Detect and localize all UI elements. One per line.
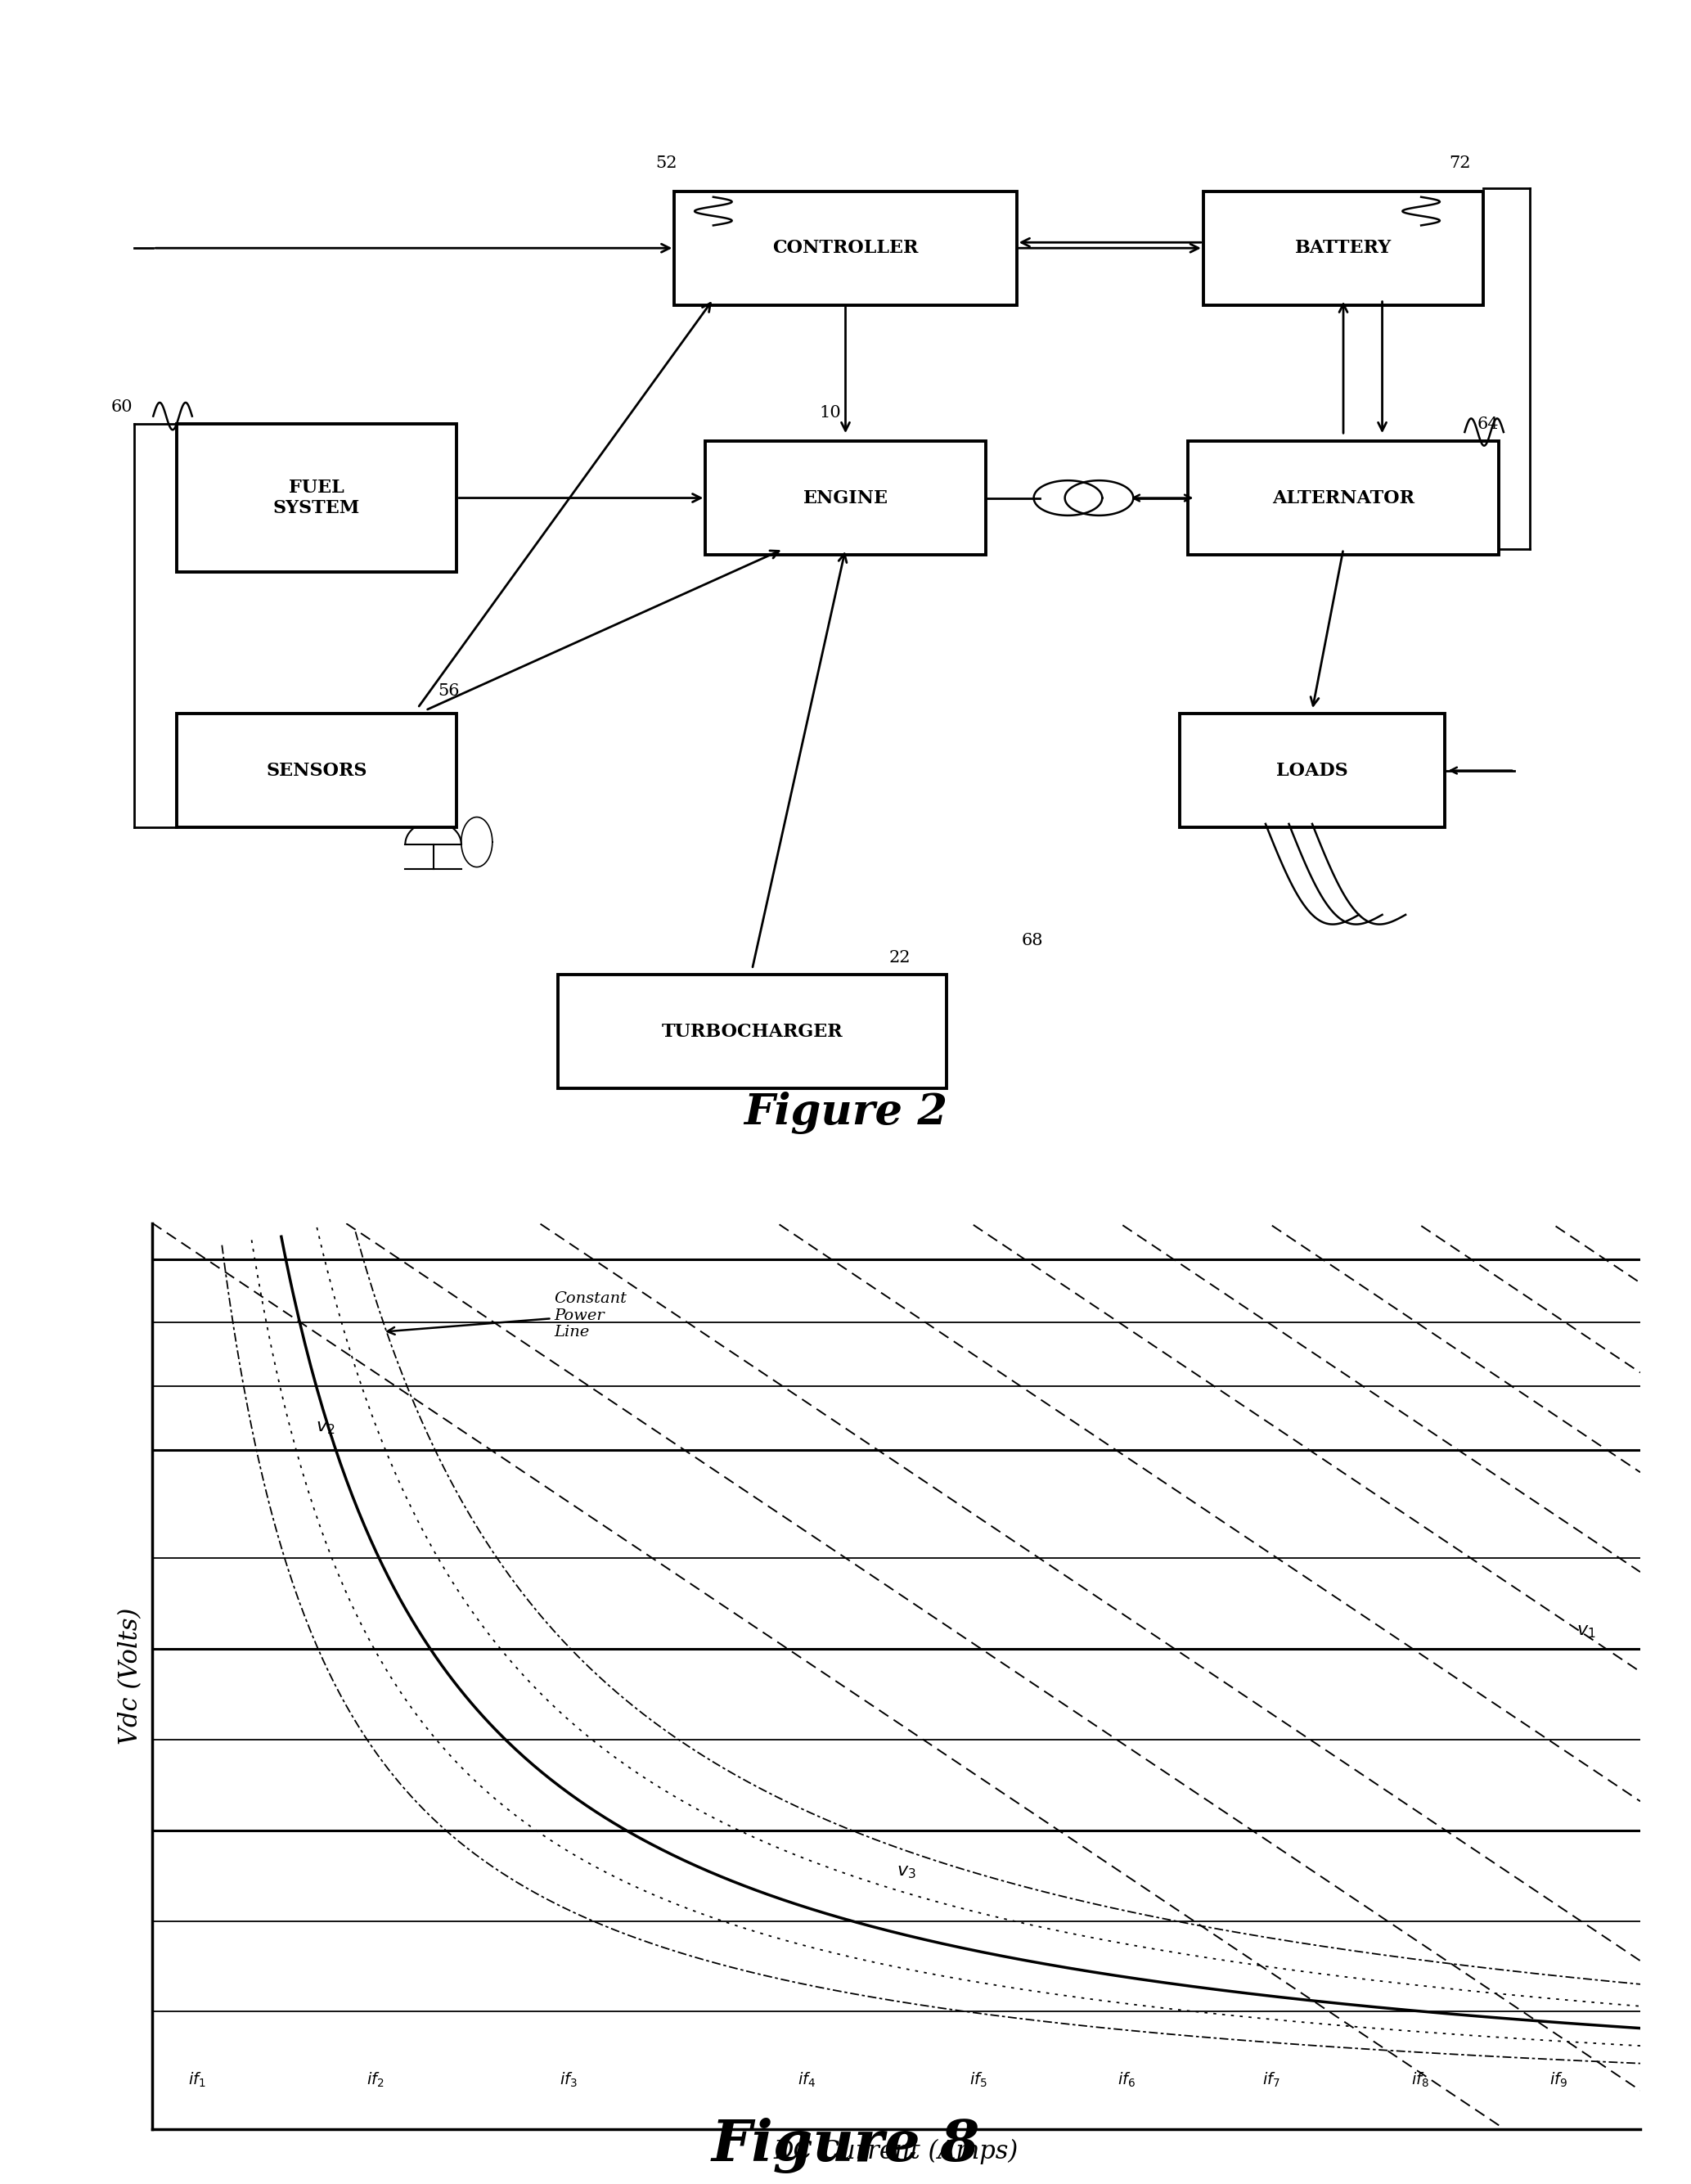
Text: $if_{9}$: $if_{9}$ [1549,2070,1568,2088]
Text: $if_{1}$: $if_{1}$ [188,2070,206,2088]
Text: LOADS: LOADS [1277,762,1348,780]
Text: TURBOCHARGER: TURBOCHARGER [661,1022,842,1042]
Text: $v_3$: $v_3$ [896,1863,915,1880]
Text: $if_{6}$: $if_{6}$ [1118,2070,1136,2088]
Text: BATTERY: BATTERY [1295,238,1392,258]
Text: ALTERNATOR: ALTERNATOR [1272,489,1414,507]
Text: 56: 56 [438,684,460,699]
Text: 64: 64 [1478,417,1498,432]
Text: FUEL
SYSTEM: FUEL SYSTEM [272,478,360,518]
Text: $if_{7}$: $if_{7}$ [1261,2070,1280,2088]
Text: 52: 52 [656,155,678,170]
Bar [1204,192,1483,306]
Text: ENGINE: ENGINE [803,489,888,507]
Bar [176,424,457,572]
Text: $if_{3}$: $if_{3}$ [560,2070,578,2088]
Text: Constant
Power
Line: Constant Power Line [387,1291,627,1339]
Bar [705,441,986,555]
Text: Figure 2: Figure 2 [744,1092,947,1133]
Bar [176,714,457,828]
Text: 68: 68 [1021,933,1043,948]
Text: Figure 8: Figure 8 [712,2118,979,2173]
Bar [1187,441,1498,555]
Text: $if_{2}$: $if_{2}$ [367,2070,384,2088]
Text: $v_2$: $v_2$ [316,1417,335,1437]
Text: $if_{4}$: $if_{4}$ [798,2070,817,2088]
Text: 10: 10 [818,404,840,422]
X-axis label: DC Current (Amps): DC Current (Amps) [774,2138,1018,2164]
Bar [675,192,1016,306]
Text: $if_{8}$: $if_{8}$ [1410,2070,1429,2088]
Text: $if_{5}$: $if_{5}$ [969,2070,988,2088]
Bar [558,974,947,1088]
Y-axis label: Vdc (Volts): Vdc (Volts) [118,1607,144,1745]
Text: 72: 72 [1449,155,1471,170]
Text: $v_1$: $v_1$ [1576,1623,1596,1640]
Bar [1180,714,1444,828]
Text: 22: 22 [889,950,911,965]
Text: SENSORS: SENSORS [265,762,367,780]
Text: CONTROLLER: CONTROLLER [773,238,918,258]
Text: 60: 60 [112,400,134,415]
